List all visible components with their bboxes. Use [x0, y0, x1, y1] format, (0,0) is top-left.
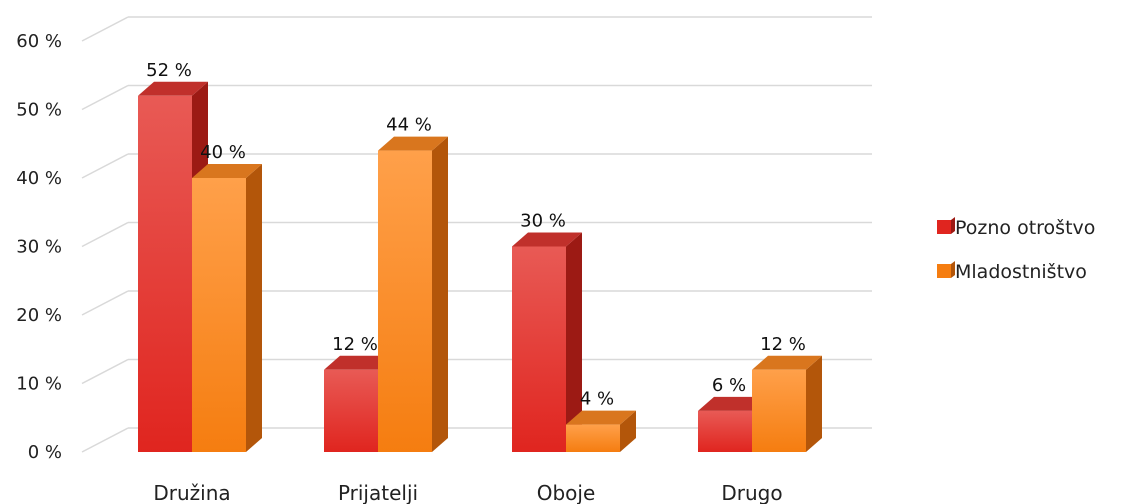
data-label: 30 % [520, 211, 566, 232]
x-tick-label: Drugo [721, 481, 782, 504]
data-label: 4 % [580, 389, 614, 410]
data-label: 40 % [200, 142, 246, 163]
x-tick-label: Oboje [537, 481, 596, 504]
gridline [81, 84, 872, 111]
legend-label: Mladostništvo [955, 261, 1087, 283]
data-labels: 52 % 40 % 12 % 44 % 30 % 4 % 6 % 12 % [146, 60, 806, 410]
gridline [81, 153, 872, 179]
x-tick-label: Družina [153, 481, 230, 504]
y-tick-label: 30 % [16, 237, 62, 258]
y-tick-label: 50 % [16, 100, 62, 121]
legend-swatch [937, 220, 951, 234]
bar [378, 136, 448, 452]
data-label: 12 % [332, 334, 378, 355]
y-tick-label: 0 % [28, 442, 62, 463]
x-axis-ticks: Družina Prijatelji Oboje Drugo [153, 481, 782, 504]
y-tick-label: 10 % [16, 374, 62, 395]
y-axis-ticks: 0 % 10 % 20 % 30 % 40 % 50 % 60 % [16, 31, 62, 463]
legend-swatch [937, 264, 951, 278]
bars [138, 81, 822, 453]
legend: Pozno otroštvo Mladostništvo [937, 217, 1095, 283]
bar [512, 232, 582, 452]
y-tick-label: 20 % [16, 305, 62, 326]
legend-item: Pozno otroštvo [937, 217, 1095, 239]
bar [752, 355, 822, 452]
legend-item: Mladostništvo [937, 261, 1087, 283]
bar [192, 164, 262, 452]
y-tick-label: 60 % [16, 31, 62, 52]
data-label: 12 % [760, 334, 806, 355]
data-label: 6 % [712, 375, 746, 396]
gridline [81, 16, 872, 42]
legend-label: Pozno otroštvo [955, 217, 1095, 239]
x-tick-label: Prijatelji [338, 481, 418, 504]
data-label: 52 % [146, 60, 192, 81]
bar [566, 410, 636, 452]
y-tick-label: 40 % [16, 168, 62, 189]
data-label: 44 % [386, 115, 432, 136]
